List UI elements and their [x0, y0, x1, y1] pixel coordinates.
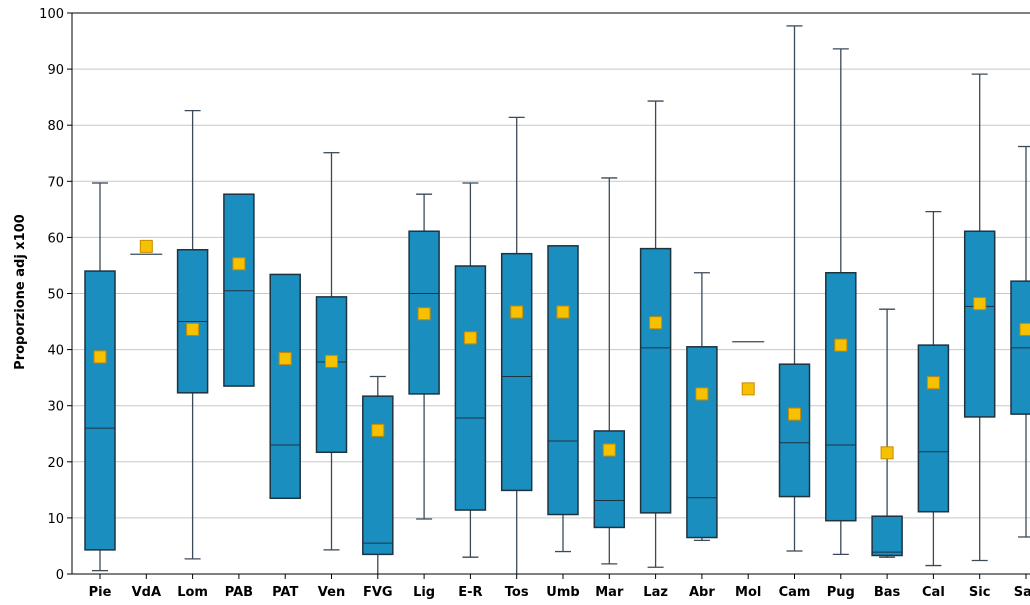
box-Lom [176, 109, 209, 560]
box-Abr [686, 272, 718, 541]
y-tick-label: 60 [47, 231, 64, 246]
box-iqr [269, 273, 301, 500]
box-PAB [223, 193, 255, 387]
mean-marker [139, 239, 153, 253]
mean-marker [278, 352, 292, 366]
y-tick-label: 80 [47, 119, 64, 134]
x-tick-label: Laz [643, 585, 668, 600]
box-FVG [362, 375, 394, 574]
x-tick-label: Umb [546, 585, 579, 600]
box-Mar [593, 177, 626, 565]
box-iqr [84, 270, 116, 551]
x-tick-label: Sar [1014, 585, 1030, 600]
x-tick-label: Pug [827, 585, 855, 600]
x-tick-label: PAT [272, 585, 298, 600]
x-tick-label: VdA [132, 585, 161, 600]
box-Cam [778, 25, 811, 552]
box-VdA [130, 239, 163, 255]
box-Sar [1010, 145, 1030, 538]
mean-marker [371, 423, 385, 437]
mean-marker [325, 354, 338, 368]
box-iqr [871, 515, 903, 557]
mean-marker [556, 305, 570, 319]
mean-marker [602, 443, 616, 457]
x-axis: Pie VdA Lom PAB PAT Ven FVG Lig E-R Tos Umb Mar Laz A… [72, 573, 1030, 600]
mean-marker [973, 297, 987, 311]
x-tick-label: Lig [413, 585, 435, 600]
box-Pie [84, 182, 116, 572]
box-Bas [871, 308, 903, 558]
x-tick-label: FVG [363, 585, 393, 600]
y-tick-label: 20 [47, 456, 64, 471]
mean-marker [417, 307, 431, 321]
x-tick-label: Cal [922, 585, 945, 600]
box-Ven [315, 152, 348, 551]
x-tick-label: Tos [505, 585, 529, 600]
x-tick-label: Sic [969, 585, 991, 600]
box-iqr [917, 344, 950, 513]
x-tick-label: PAB [225, 585, 253, 600]
box-Cal [917, 210, 950, 567]
box-iqr [547, 245, 579, 516]
y-axis-title: Proporzione adj x100 [13, 214, 28, 370]
mean-marker [463, 331, 477, 345]
x-tick-label: Cam [779, 585, 811, 600]
box-iqr [315, 296, 348, 454]
x-tick-label: Mar [595, 585, 624, 600]
box-Mol [732, 341, 765, 396]
box-iqr [223, 193, 255, 387]
mean-marker [741, 382, 755, 396]
y-tick-label: 0 [56, 568, 64, 583]
y-tick-label: 40 [47, 344, 64, 359]
mean-marker [926, 376, 940, 390]
y-tick-label: 50 [47, 288, 64, 303]
box-Pug [825, 48, 857, 556]
boxes [84, 25, 1030, 574]
mean-marker [186, 322, 200, 336]
box-iqr [639, 247, 672, 514]
box-iqr [362, 395, 394, 556]
box-Lig [408, 193, 440, 520]
mean-marker [880, 446, 894, 460]
box-PAT [269, 273, 301, 500]
box-iqr [825, 271, 857, 522]
box-E-R [454, 182, 487, 558]
mean-marker [695, 387, 709, 401]
box-iqr [454, 265, 487, 511]
x-tick-label: Bas [874, 585, 901, 600]
mean-marker [649, 316, 663, 330]
box-iqr [686, 346, 718, 539]
mean-marker [1019, 322, 1030, 336]
mean-marker [834, 338, 848, 352]
x-tick-label: Pie [89, 585, 112, 600]
x-tick-label: Mol [735, 585, 761, 600]
mean-marker [788, 407, 801, 421]
y-axis: 0 10 20 30 40 50 60 70 80 90 100 [39, 7, 1030, 583]
x-tick-label: Abr [689, 585, 715, 600]
mean-marker [93, 350, 107, 364]
box-iqr [778, 363, 811, 498]
y-tick-label: 10 [47, 512, 64, 527]
y-tick-label: 30 [47, 400, 64, 415]
y-tick-label: 100 [39, 7, 64, 22]
mean-marker [232, 257, 246, 271]
x-tick-label: Lom [177, 585, 208, 600]
box-Laz [639, 100, 672, 568]
box-Umb [547, 245, 579, 553]
box-iqr [963, 230, 996, 418]
box-iqr [500, 252, 533, 492]
box-Tos [500, 116, 533, 574]
x-tick-label: Ven [318, 585, 345, 600]
y-tick-label: 70 [47, 175, 64, 190]
mean-marker [510, 305, 524, 319]
x-tick-label: E-R [458, 585, 482, 600]
box-Sic [963, 73, 996, 562]
y-tick-label: 90 [47, 63, 64, 78]
